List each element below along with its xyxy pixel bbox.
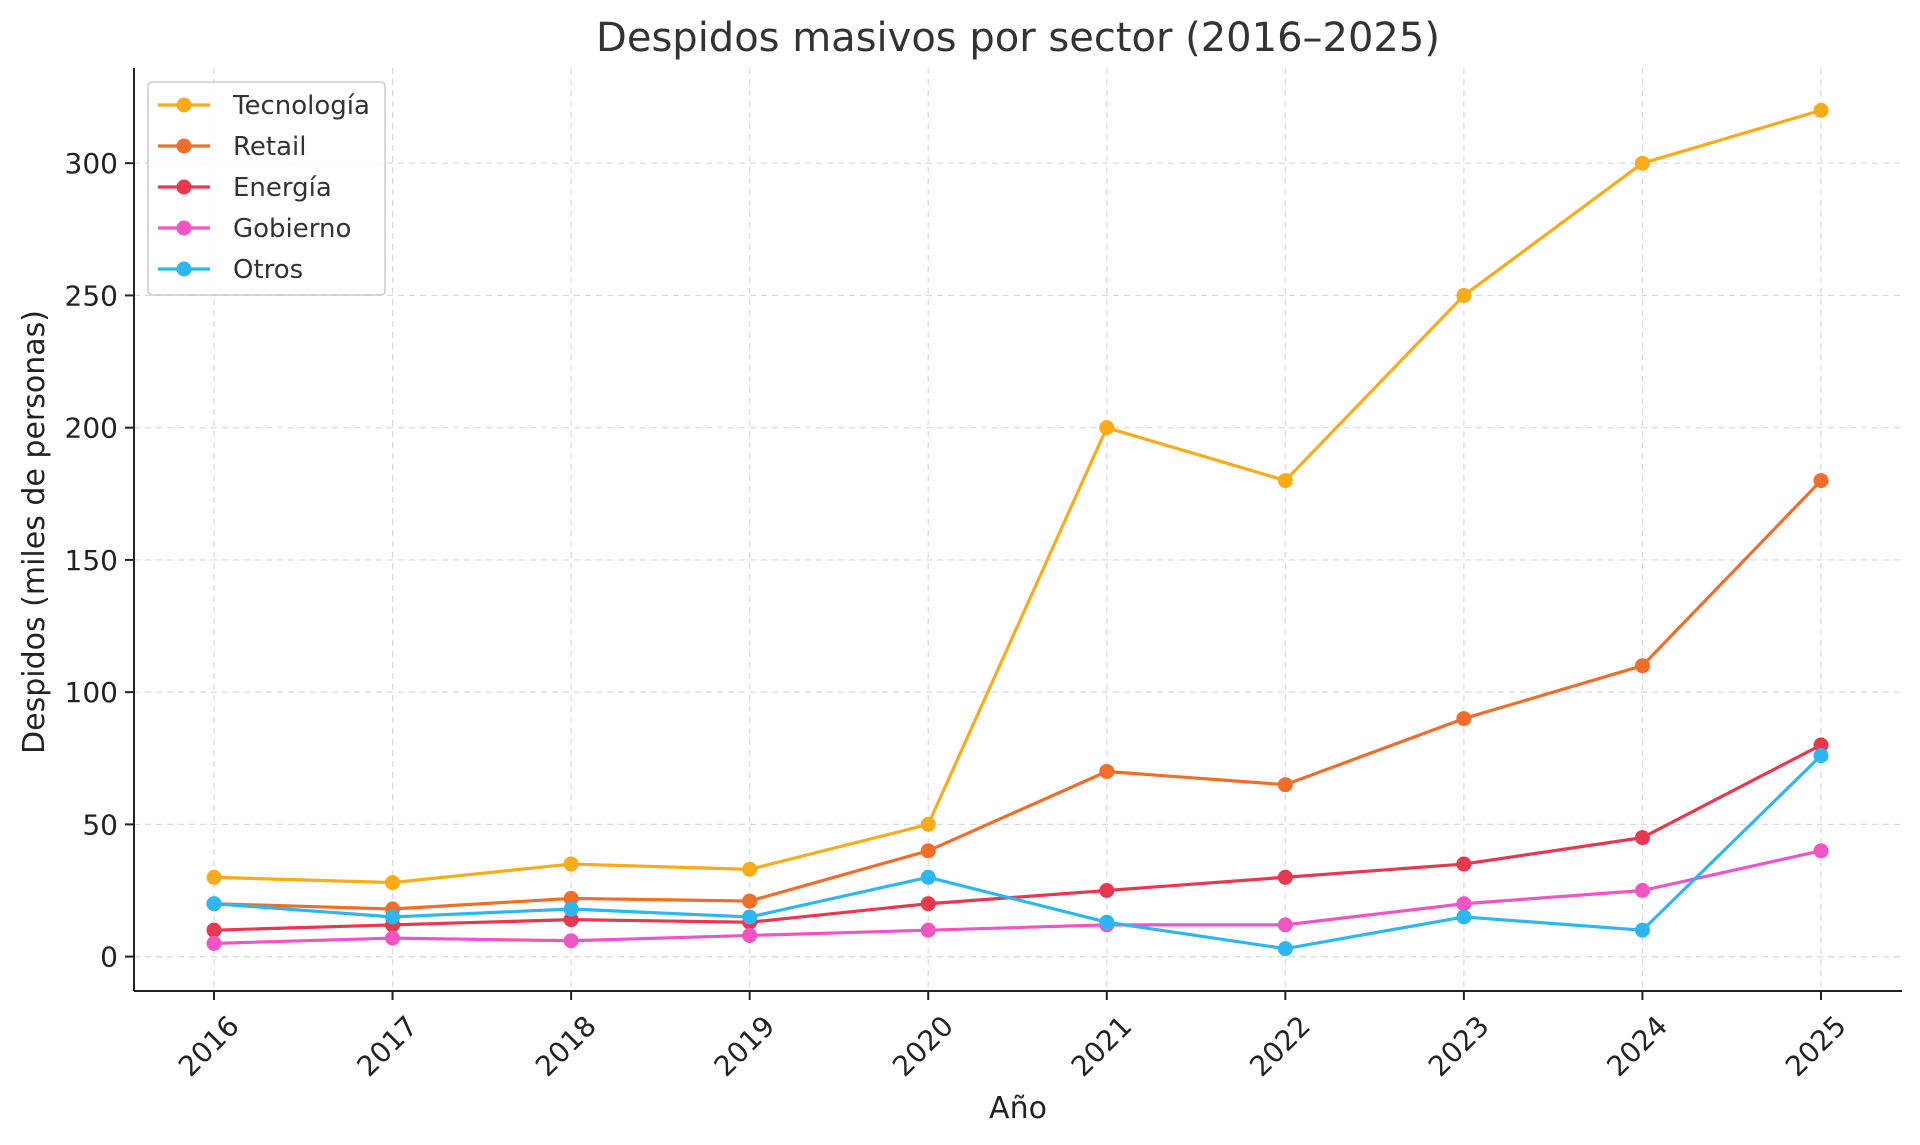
- legend: Tecnología Retail Energía Gobierno Otros: [147, 81, 386, 296]
- y-tick-label: 250: [65, 279, 118, 312]
- series-line-gobierno: [212, 849, 1823, 945]
- y-tick-label: 200: [65, 412, 118, 445]
- data-point-retail: [1099, 763, 1115, 779]
- y-tick-label: 0: [100, 941, 118, 974]
- legend-swatch-marker: [176, 97, 192, 113]
- data-point-gobierno: [385, 930, 401, 946]
- data-point-tecnologia: [206, 869, 222, 885]
- series-line-energia: [212, 743, 1823, 932]
- series-lines: [206, 102, 1829, 957]
- legend-swatch-marker: [176, 138, 192, 154]
- legend-item-gobierno: Gobierno: [158, 214, 351, 244]
- series-line-retail: [212, 478, 1823, 911]
- data-point-otros: [1634, 922, 1650, 938]
- data-point-tecnologia: [1456, 287, 1472, 303]
- y-axis-label: Despidos (miles de personas): [17, 310, 52, 754]
- series-line-otros: [212, 754, 1823, 951]
- legend-item-tecnologia: Tecnología: [158, 91, 370, 121]
- series-otros: [206, 748, 1829, 957]
- data-point-gobierno: [1813, 843, 1829, 859]
- legend-item-retail: Retail: [158, 132, 306, 162]
- x-axis-label: Año: [989, 1091, 1047, 1126]
- y-tick-label: 150: [65, 544, 118, 577]
- data-point-tecnologia: [1277, 473, 1293, 489]
- data-point-retail: [920, 843, 936, 859]
- data-point-otros: [742, 909, 758, 925]
- data-point-otros: [1456, 909, 1472, 925]
- legend-swatch-marker: [176, 261, 192, 277]
- data-point-retail: [1634, 658, 1650, 674]
- y-tick-label: 300: [65, 147, 118, 180]
- grid: [134, 68, 1902, 991]
- legend-label: Tecnología: [232, 91, 370, 121]
- data-point-energia: [563, 912, 579, 928]
- series-line-tecnologia: [212, 108, 1823, 885]
- data-point-otros: [206, 896, 222, 912]
- data-point-gobierno: [920, 922, 936, 938]
- data-point-otros: [920, 869, 936, 885]
- data-point-energia: [1456, 856, 1472, 872]
- data-point-energia: [1099, 883, 1115, 899]
- data-point-otros: [385, 909, 401, 925]
- data-point-energia: [1277, 869, 1293, 885]
- data-point-energia: [920, 896, 936, 912]
- chart-title: Despidos masivos por sector (2016–2025): [596, 15, 1440, 61]
- data-point-otros: [1099, 914, 1115, 930]
- data-point-otros: [563, 901, 579, 917]
- data-point-tecnologia: [385, 875, 401, 891]
- data-point-tecnologia: [1634, 155, 1650, 171]
- data-point-retail: [563, 890, 579, 906]
- legend-item-energia: Energía: [158, 173, 332, 203]
- y-tick-label: 50: [82, 808, 118, 841]
- data-point-otros: [1813, 748, 1829, 764]
- data-point-retail: [1456, 711, 1472, 727]
- legend-item-otros: Otros: [158, 255, 303, 285]
- data-point-gobierno: [742, 927, 758, 943]
- data-point-gobierno: [1277, 917, 1293, 933]
- data-point-tecnologia: [920, 816, 936, 832]
- data-point-gobierno: [206, 935, 222, 951]
- legend-swatch-marker: [176, 220, 192, 236]
- series-energia: [206, 737, 1829, 938]
- data-point-tecnologia: [742, 861, 758, 877]
- data-point-otros: [1277, 941, 1293, 957]
- legend-label: Otros: [233, 255, 303, 285]
- data-point-tecnologia: [1813, 102, 1829, 118]
- data-point-gobierno: [1456, 896, 1472, 912]
- data-point-energia: [206, 922, 222, 938]
- data-point-energia: [1813, 737, 1829, 753]
- series-retail: [206, 473, 1829, 917]
- data-point-tecnologia: [1099, 420, 1115, 436]
- series-tecnologia: [206, 102, 1829, 891]
- legend-label: Retail: [233, 132, 306, 162]
- data-point-tecnologia: [563, 856, 579, 872]
- data-point-gobierno: [1634, 883, 1650, 899]
- y-tick-label: 100: [65, 676, 118, 709]
- legend-label: Energía: [233, 173, 332, 203]
- data-point-energia: [1634, 830, 1650, 846]
- legend-label: Gobierno: [233, 214, 351, 244]
- data-point-gobierno: [563, 933, 579, 949]
- data-point-retail: [742, 893, 758, 909]
- data-point-retail: [1813, 473, 1829, 489]
- legend-swatch-marker: [176, 179, 192, 195]
- legend-box: [147, 81, 386, 296]
- data-point-retail: [1277, 777, 1293, 793]
